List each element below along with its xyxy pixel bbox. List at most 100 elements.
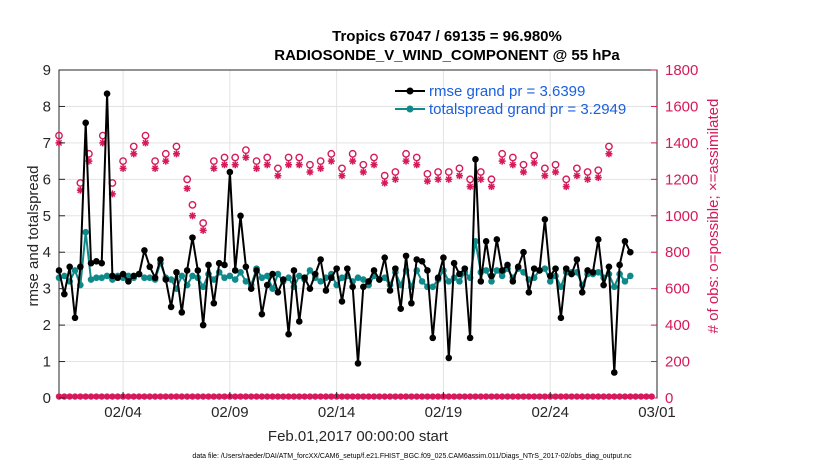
y2-tick-label: 1600 — [665, 98, 698, 115]
obs-zero-point — [130, 393, 137, 400]
obs-zero-point — [312, 393, 319, 400]
obs-zero-point — [595, 393, 602, 400]
obs-assimilated-point — [423, 177, 431, 185]
obs-possible-point — [188, 200, 197, 209]
obs-zero-point — [199, 393, 207, 400]
obs-possible-point — [129, 142, 138, 151]
spread-point — [226, 272, 234, 280]
obs-assimilated-point — [573, 172, 581, 180]
obs-zero-point — [258, 393, 266, 400]
obs-zero-point — [477, 393, 485, 400]
obs-zero-point — [301, 393, 308, 400]
obs-assimilated-point — [199, 226, 207, 234]
rmse-point — [173, 268, 180, 276]
rmse-point — [413, 256, 421, 263]
obs-assimilated-stroke — [306, 168, 314, 176]
spread-point — [621, 278, 629, 285]
obs-possible-point — [476, 168, 485, 176]
obs-zero-point — [269, 393, 276, 400]
obs-assimilated-point — [231, 161, 239, 169]
series-layer — [55, 90, 634, 376]
obs-assimilated-point — [520, 168, 528, 176]
obs-possible-point — [306, 160, 314, 169]
spread-point — [610, 283, 618, 291]
obs-zero-point — [194, 393, 202, 400]
rmse-point — [360, 283, 367, 291]
obs-possible-point — [151, 157, 160, 166]
obs-zero-point — [637, 393, 645, 400]
rmse-point — [616, 261, 623, 269]
obs-zero-point — [354, 393, 362, 400]
obs-assimilated-point — [338, 172, 346, 180]
obs-zero-point — [87, 393, 95, 400]
obs-zero-point — [322, 393, 330, 400]
obs-zero-point — [627, 393, 634, 400]
obs-zero-point — [563, 393, 570, 400]
y2-tick-label: 600 — [665, 281, 690, 298]
obs-zero-point — [237, 393, 244, 400]
rmse-point — [498, 267, 506, 274]
obs-possible-point — [434, 168, 442, 176]
rmse-point — [562, 265, 570, 272]
obs-assimilated-stroke — [274, 172, 282, 179]
spread-point — [498, 272, 506, 280]
spread-point — [418, 278, 426, 285]
obs-possible-point — [359, 160, 368, 169]
spread-point — [381, 274, 388, 282]
y-tick-label: 7 — [43, 135, 51, 152]
rmse-point — [520, 248, 527, 256]
spread-point — [306, 267, 314, 274]
rmse-point — [418, 258, 426, 265]
obs-assimilated-point — [584, 175, 592, 183]
y2-tick-label: 1200 — [665, 171, 698, 188]
obs-zero-point — [402, 393, 410, 400]
obs-possible-point — [573, 164, 581, 173]
obs-assimilated-stroke — [285, 161, 292, 168]
obs-zero-point — [365, 393, 372, 400]
obs-count-layer — [55, 131, 655, 400]
spread-point — [493, 267, 501, 274]
x-tick-label: 02/09 — [211, 404, 249, 421]
y-tick-label: 9 — [43, 62, 51, 79]
obs-assimilated-point — [530, 159, 538, 167]
rmse-line — [58, 92, 632, 374]
obs-zero-point — [456, 393, 463, 400]
obs-assimilated-stroke — [77, 187, 84, 194]
legend-rmse-marker — [406, 87, 414, 95]
obs-zero-point — [274, 393, 282, 400]
obs-possible-point — [423, 169, 432, 178]
y2-tick-label: 1400 — [665, 135, 698, 152]
obs-zero-point — [66, 393, 73, 400]
obs-zero-point — [584, 393, 591, 400]
obs-assimilated-point — [552, 168, 560, 176]
obs-assimilated-stroke — [130, 150, 137, 157]
obs-zero-point — [328, 393, 335, 400]
obs-zero-point — [264, 393, 271, 400]
obs-zero-point — [504, 393, 511, 400]
x-tick-label: 02/14 — [318, 404, 356, 421]
obs-assimilated-stroke — [360, 168, 367, 176]
rmse-point — [589, 268, 597, 276]
obs-zero-point — [109, 393, 116, 400]
obs-assimilated-point — [541, 172, 549, 180]
y-tick-label: 6 — [43, 171, 51, 188]
obs-zero-point — [429, 393, 436, 400]
spread-point — [541, 265, 549, 272]
rmse-point — [477, 278, 485, 285]
obs-assimilated-stroke — [296, 161, 303, 168]
obs-assimilated-point — [402, 157, 410, 165]
x-tick-label: 02/24 — [531, 404, 569, 421]
obs-zero-point — [370, 393, 378, 400]
obs-zero-point — [103, 393, 111, 400]
obs-zero-point — [408, 393, 415, 400]
rmse-point — [285, 330, 292, 338]
obs-assimilated-point — [141, 139, 149, 147]
spread-point — [146, 274, 154, 282]
rmse-point — [568, 270, 575, 278]
rmse-point — [450, 259, 458, 267]
obs-possible-point — [348, 149, 357, 158]
obs-zero-point — [376, 393, 383, 400]
spread-point — [546, 278, 554, 285]
obs-assimilated-stroke — [563, 183, 570, 190]
rmse-point — [322, 287, 330, 294]
